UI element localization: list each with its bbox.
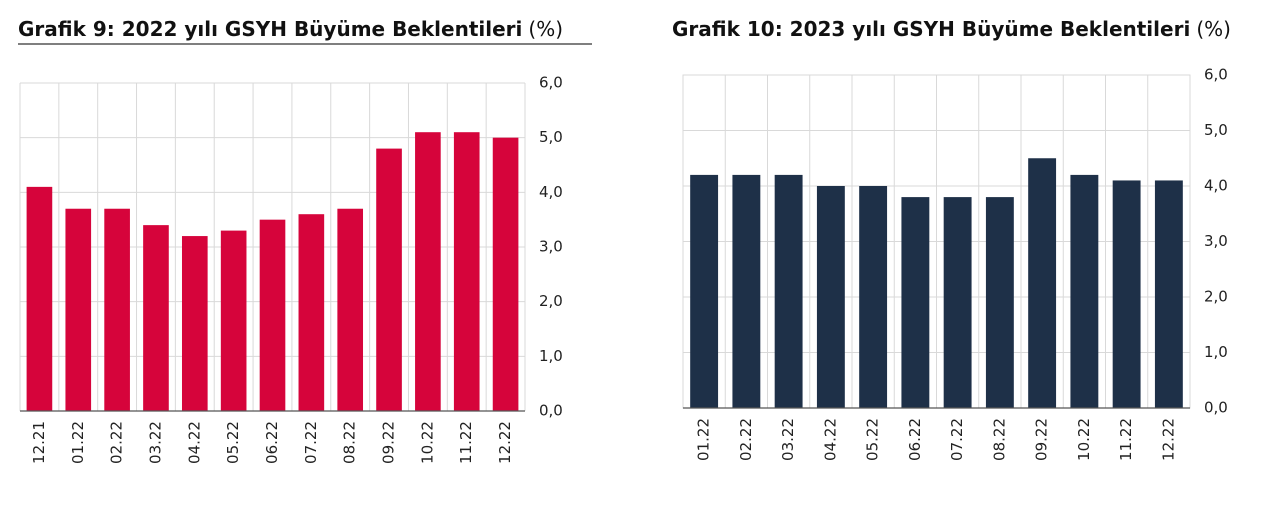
bar (220, 230, 247, 411)
x-tick-label: 05.22 (864, 418, 882, 461)
x-tick-label: 02.22 (108, 421, 126, 464)
bar (985, 197, 1014, 408)
y-tick-label: 1,0 (1204, 343, 1228, 361)
bar (690, 174, 719, 408)
bar (259, 219, 286, 411)
bar (65, 208, 92, 411)
bar (732, 174, 761, 408)
y-tick-label: 6,0 (539, 74, 563, 92)
x-tick-label: 03.22 (146, 421, 164, 464)
x-tick-label: 03.22 (779, 418, 797, 461)
y-tick-label: 2,0 (1204, 288, 1228, 306)
x-tick-label: 04.22 (821, 418, 839, 461)
x-tick-label: 06.22 (263, 421, 281, 464)
bar (492, 137, 519, 411)
x-tick-label: 09.22 (1033, 418, 1051, 461)
y-tick-label: 1,0 (539, 347, 563, 365)
y-tick-label: 2,0 (539, 292, 563, 310)
title-text: Grafik 9: 2022 yılı GSYH Büyüme Beklenti… (18, 17, 522, 41)
x-tick-label: 01.22 (69, 421, 87, 464)
x-tick-label: 08.22 (990, 418, 1008, 461)
bar (859, 186, 888, 408)
y-tick-label: 3,0 (1204, 232, 1228, 250)
bar (143, 225, 169, 411)
chart-title: Grafik 10: 2023 yılı GSYH Büyüme Beklent… (672, 17, 1231, 41)
bar (181, 236, 208, 411)
x-tick-label: 10.22 (1075, 418, 1093, 461)
x-tick-label: 07.22 (302, 421, 320, 464)
bar (1028, 158, 1057, 408)
bar (816, 186, 845, 408)
title-text: Grafik 10: 2023 yılı GSYH Büyüme Beklent… (672, 17, 1190, 41)
x-tick-label: 01.22 (695, 418, 713, 461)
bar (376, 148, 402, 411)
y-tick-label: 0,0 (539, 402, 563, 420)
chart-title: Grafik 9: 2022 yılı GSYH Büyüme Beklenti… (18, 17, 563, 41)
x-tick-label: 12.21 (30, 421, 48, 464)
x-tick-label: 11.22 (457, 421, 475, 464)
bar (1070, 174, 1099, 408)
title-unit: (%) (528, 17, 563, 41)
y-tick-label: 3,0 (539, 238, 563, 256)
bar (1112, 180, 1141, 408)
y-tick-label: 4,0 (1204, 177, 1228, 195)
bar (901, 197, 930, 408)
x-tick-label: 02.22 (737, 418, 755, 461)
x-tick-label: 12.22 (1159, 418, 1177, 461)
x-tick-label: 11.22 (1117, 418, 1135, 461)
bar (453, 132, 480, 411)
bar (26, 186, 53, 411)
x-tick-label: 05.22 (224, 421, 242, 464)
y-tick-label: 4,0 (539, 183, 563, 201)
bar (774, 174, 803, 408)
bar (298, 214, 325, 411)
y-tick-label: 5,0 (1204, 121, 1228, 139)
y-tick-label: 5,0 (539, 128, 563, 146)
y-tick-label: 6,0 (1204, 66, 1228, 84)
x-tick-label: 06.22 (906, 418, 924, 461)
x-tick-label: 12.22 (496, 421, 514, 464)
bar (337, 208, 364, 411)
bar (104, 208, 130, 411)
x-tick-label: 10.22 (418, 421, 436, 464)
x-tick-label: 07.22 (948, 418, 966, 461)
y-tick-label: 0,0 (1204, 399, 1228, 417)
x-tick-label: 08.22 (341, 421, 359, 464)
bar (943, 197, 972, 408)
bar (415, 132, 441, 411)
title-unit: (%) (1196, 17, 1231, 41)
x-tick-label: 09.22 (380, 421, 398, 464)
x-tick-label: 04.22 (185, 421, 203, 464)
bar (1154, 180, 1183, 408)
